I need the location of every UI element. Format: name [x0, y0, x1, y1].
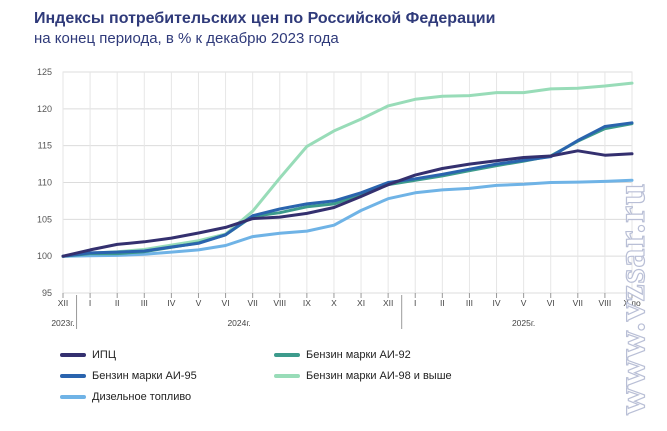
- series-line-2: [61, 121, 634, 258]
- x-tick-label: XI: [357, 298, 365, 308]
- x-tick-label: III: [466, 298, 473, 308]
- chart-title: Индексы потребительских цен по Российско…: [34, 10, 496, 27]
- series-line-4: [61, 178, 634, 258]
- series-line-1: [61, 122, 634, 258]
- x-tick-label: VIII: [273, 298, 286, 308]
- x-tick-label: XII: [383, 298, 393, 308]
- chart-subtitle: на конец периода, в % к декабрю 2023 год…: [34, 30, 339, 47]
- year-label: 2024г.: [227, 318, 250, 328]
- y-tick-label: 100: [37, 251, 52, 261]
- series-line-3: [61, 81, 634, 258]
- x-tick-label: X: [331, 298, 337, 308]
- x-tick-label: I: [89, 298, 91, 308]
- x-tick-label: Х по: [623, 298, 641, 308]
- y-tick-label: 125: [37, 67, 52, 77]
- x-tick-label: II: [440, 298, 445, 308]
- x-tick-label: VI: [222, 298, 230, 308]
- year-label: 2025г.: [512, 318, 535, 328]
- y-tick-label: 120: [37, 104, 52, 114]
- x-tick-label: VII: [247, 298, 257, 308]
- x-tick-label: V: [196, 298, 202, 308]
- x-tick-label: IV: [493, 298, 501, 308]
- x-tick-label: IV: [167, 298, 175, 308]
- series-line-0: [61, 149, 634, 258]
- year-label: 2023г.: [51, 318, 74, 328]
- x-tick-label: VI: [547, 298, 555, 308]
- x-tick-label: VIII: [599, 298, 612, 308]
- x-tick-label: II: [115, 298, 120, 308]
- y-tick-label: 95: [42, 288, 52, 298]
- x-tick-label: IX: [303, 298, 311, 308]
- y-tick-label: 110: [38, 178, 52, 188]
- x-tick-label: V: [521, 298, 527, 308]
- y-tick-label: 115: [38, 141, 52, 151]
- x-tick-label: III: [141, 298, 148, 308]
- x-tick-label: I: [414, 298, 416, 308]
- y-tick-label: 105: [37, 214, 52, 224]
- x-tick-label: XII: [58, 298, 68, 308]
- x-tick-label: VII: [573, 298, 583, 308]
